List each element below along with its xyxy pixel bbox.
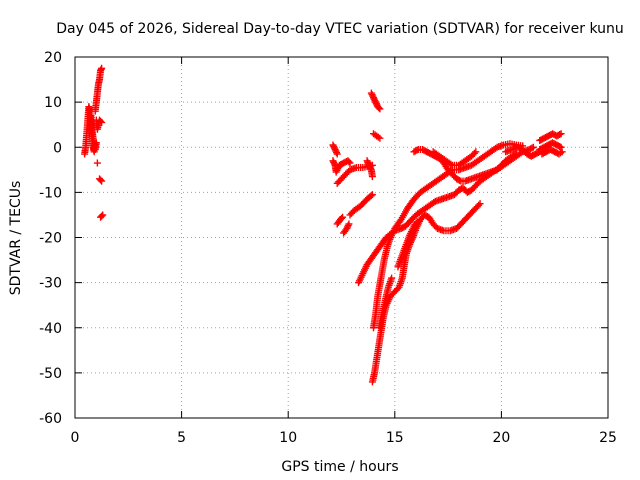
y-tick-label: -40 [39, 321, 62, 337]
y-tick-label: -30 [39, 276, 62, 292]
data-track [367, 89, 384, 113]
y-tick-label: -60 [39, 411, 62, 427]
data-track [376, 274, 396, 332]
data-point [388, 274, 396, 282]
data-point [470, 149, 478, 157]
x-tick-label: 5 [177, 430, 186, 446]
x-tick-label: 15 [386, 430, 404, 446]
data-point [529, 143, 537, 151]
data-point [376, 134, 384, 142]
data-point [97, 117, 105, 125]
data-track [92, 116, 106, 133]
data-point [368, 173, 376, 181]
data-track [536, 139, 565, 154]
x-axis-label: GPS time / hours [281, 459, 398, 475]
y-tick-label: 10 [44, 95, 62, 111]
y-tick-label: -50 [39, 366, 62, 382]
data-track [93, 159, 101, 167]
data-point [333, 149, 341, 157]
data-track [329, 141, 341, 158]
y-tick-label: 0 [53, 140, 62, 156]
data-points [81, 64, 566, 386]
data-point [413, 146, 421, 154]
data-point [557, 149, 565, 157]
data-point [374, 133, 382, 141]
data-point [557, 130, 565, 138]
data-track [329, 157, 354, 176]
data-track [333, 213, 347, 228]
data-point [528, 144, 536, 152]
data-point [346, 159, 354, 167]
data-point [92, 139, 100, 147]
y-tick-label: -10 [39, 185, 62, 201]
data-point [339, 213, 347, 221]
data-track [346, 191, 376, 219]
data-track [410, 143, 537, 185]
data-point [556, 130, 564, 138]
data-point [556, 142, 564, 150]
data-track [394, 218, 421, 271]
data-track [97, 211, 107, 221]
data-point [345, 220, 353, 228]
data-point [413, 218, 421, 226]
axis-ticks: 0 5 10 15 20 25 -60 -50 -40 -30 -20 -10 0 10 20 [39, 50, 617, 446]
data-track [429, 148, 480, 169]
data-point [367, 192, 375, 200]
data-point [93, 159, 101, 167]
data-point [330, 160, 338, 168]
data-point [475, 201, 483, 209]
data-point [98, 118, 106, 126]
data-track [369, 130, 384, 142]
x-tick-label: 20 [492, 430, 510, 446]
data-track [369, 140, 527, 332]
data-track [363, 157, 376, 181]
data-point [345, 158, 353, 166]
y-tick-label: -20 [39, 231, 62, 247]
data-point [447, 160, 455, 168]
data-track [96, 175, 106, 185]
data-track [91, 64, 106, 115]
data-point [98, 212, 106, 220]
x-tick-label: 25 [599, 430, 617, 446]
data-point [97, 176, 105, 184]
data-point [368, 191, 376, 199]
data-point [455, 176, 463, 184]
data-point [412, 219, 420, 227]
data-point [344, 221, 352, 229]
data-point [98, 64, 106, 72]
data-point [476, 200, 484, 208]
data-track [368, 200, 484, 386]
data-point [338, 214, 345, 222]
data-point [376, 105, 384, 113]
data-track [340, 220, 353, 237]
x-tick-label: 0 [71, 430, 80, 446]
chart-title: Day 045 of 2026, Sidereal Day-to-day VTE… [56, 21, 624, 37]
grid-lines [75, 57, 608, 418]
data-track [538, 146, 566, 158]
data-point [98, 177, 106, 185]
data-point [367, 164, 375, 172]
y-tick-label: 20 [44, 50, 62, 66]
y-axis-label: SDTVAR / TECUs [8, 181, 24, 296]
data-point [333, 150, 341, 158]
data-track [536, 130, 565, 144]
data-track [502, 143, 544, 160]
data-point [472, 148, 480, 156]
data-point [558, 148, 566, 156]
x-tick-label: 10 [279, 430, 297, 446]
data-point [375, 104, 383, 112]
data-point [99, 211, 107, 219]
